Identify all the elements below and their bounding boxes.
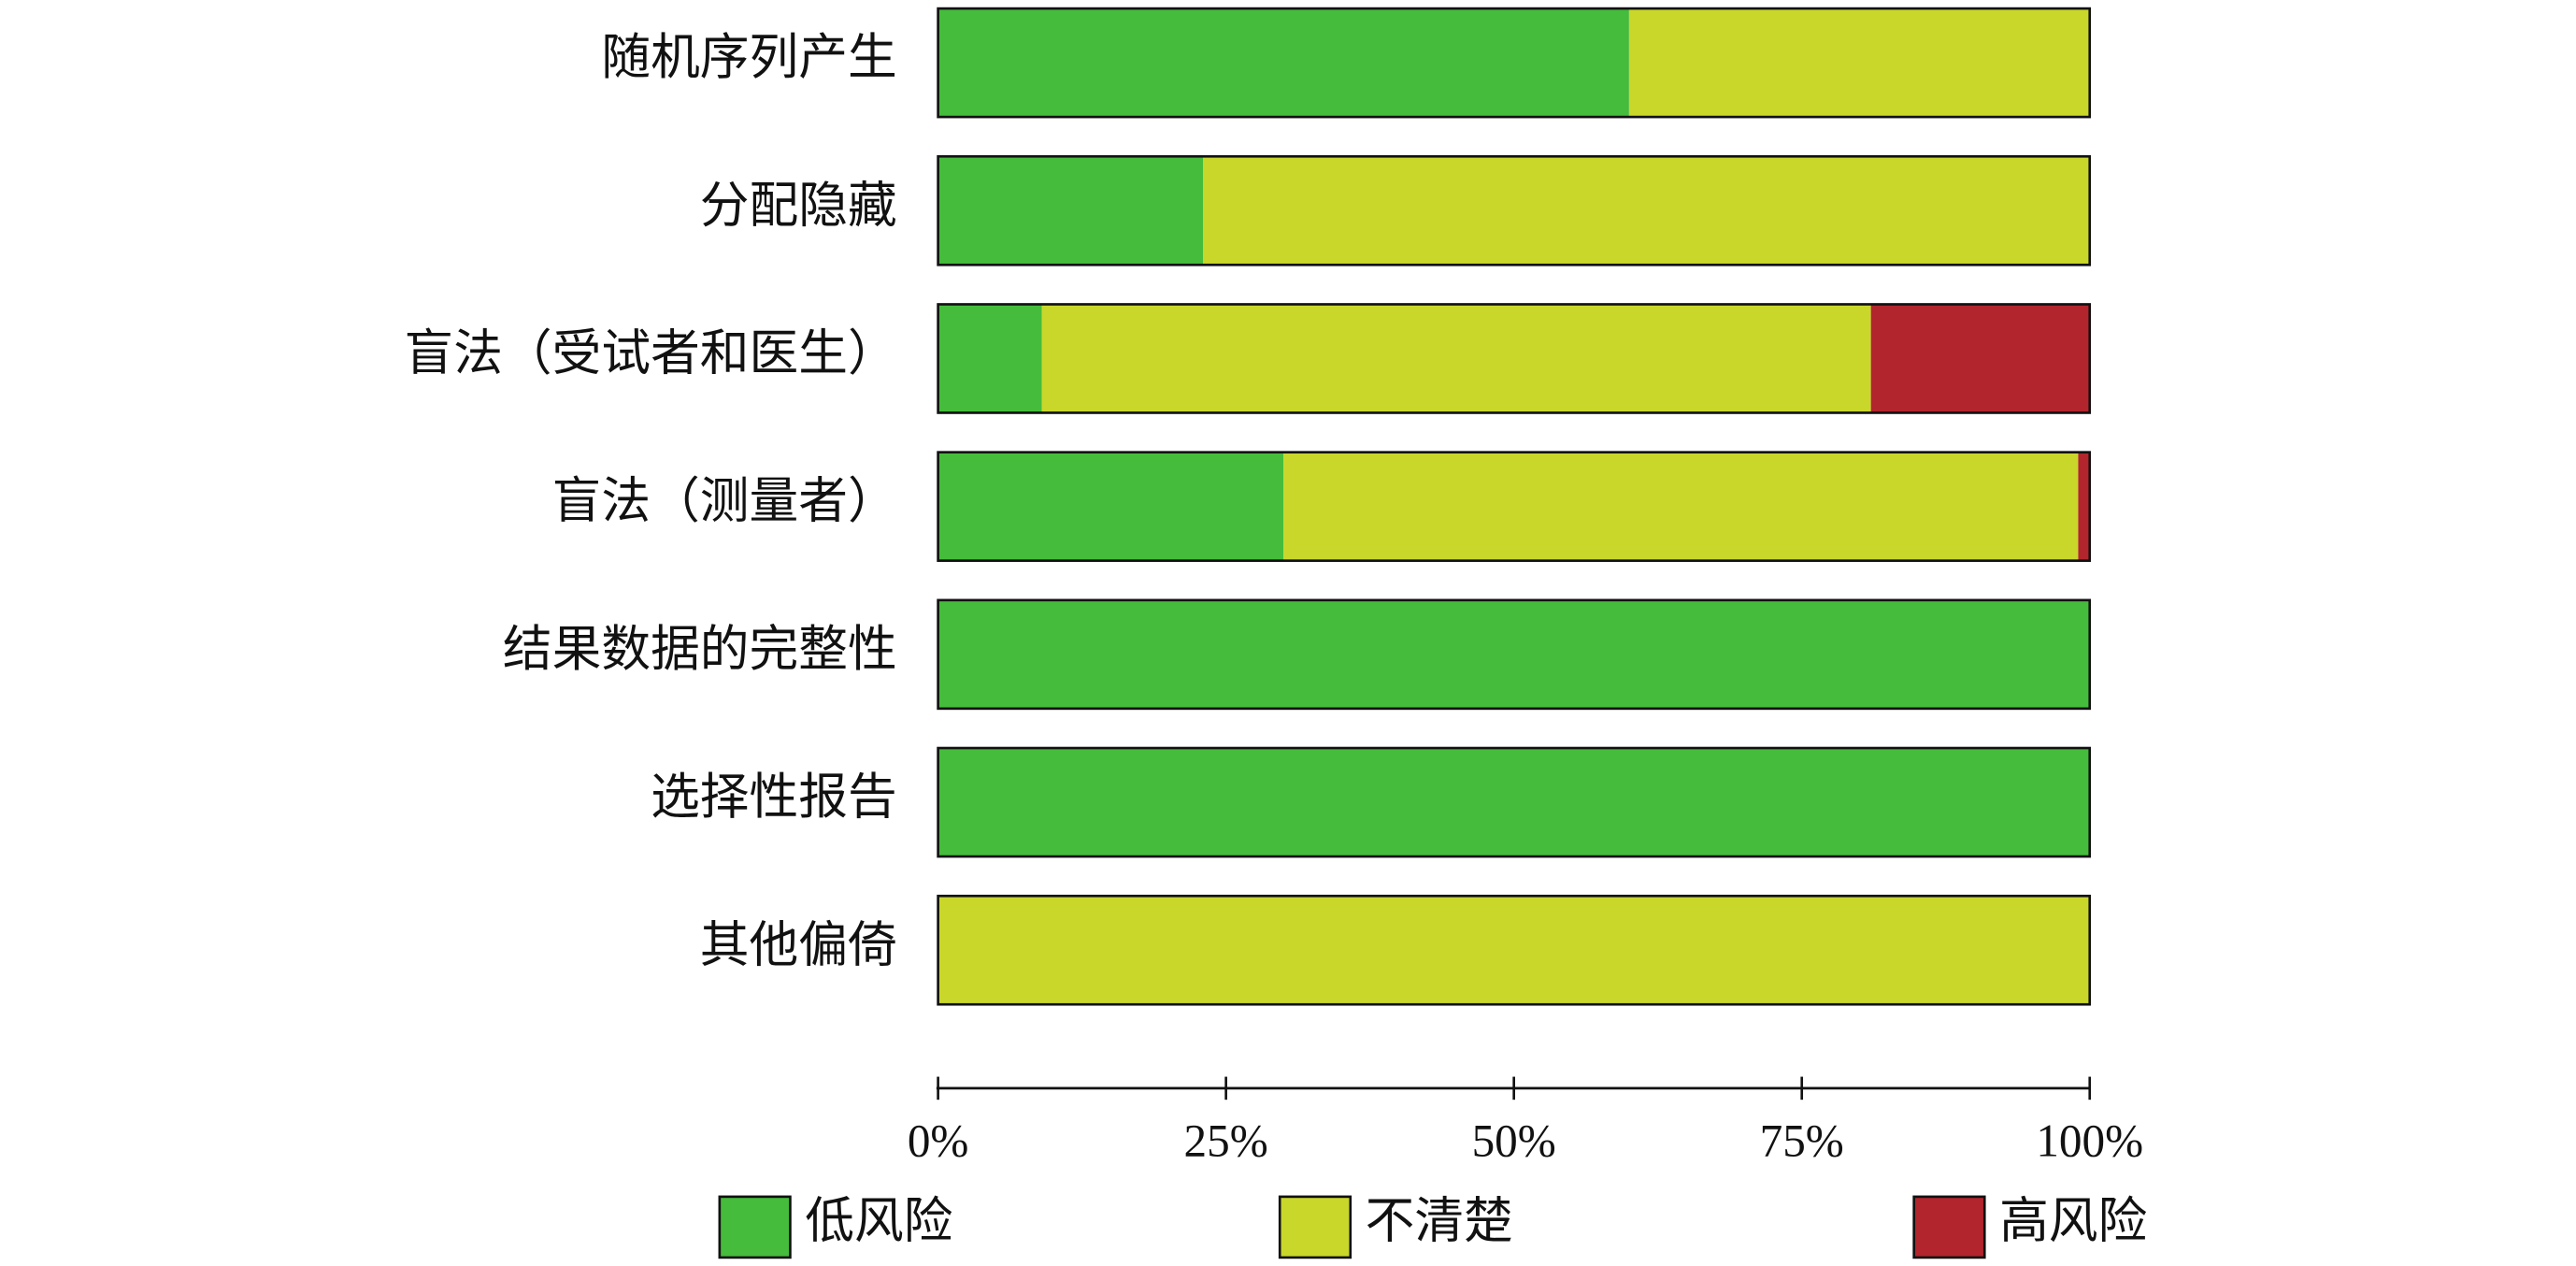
- x-tick-label: 25%: [1184, 1115, 1268, 1167]
- bar-segment: [1203, 156, 2090, 266]
- bar-segment: [1041, 304, 1871, 413]
- bar-outline: [937, 154, 2092, 266]
- bar-segment: [937, 452, 1284, 561]
- legend-label: 低风险: [805, 1195, 952, 1249]
- bar-segment: [1283, 452, 2079, 561]
- bar-segment: [1628, 8, 2090, 118]
- category-label: 结果数据的完整性: [503, 623, 897, 677]
- legend-label: 不清楚: [1366, 1195, 1513, 1249]
- bar-segment: [937, 8, 1629, 118]
- bar-outline: [937, 7, 2092, 119]
- legend-swatch: [718, 1195, 792, 1259]
- legend-swatch: [1278, 1195, 1352, 1259]
- bar-outline: [937, 598, 2092, 711]
- bar-outline: [937, 451, 2092, 562]
- bar-outline: [937, 303, 2092, 414]
- legend-swatch: [1912, 1195, 1986, 1259]
- x-tick-label: 50%: [1472, 1115, 1556, 1167]
- category-label: 盲法（受试者和医生）: [404, 327, 896, 381]
- category-label: 其他偏倚: [700, 918, 897, 972]
- category-label: 选择性报告: [651, 770, 897, 825]
- category-label: 随机序列产生: [601, 31, 896, 85]
- bar-segment: [937, 599, 2090, 709]
- bar-outline: [937, 746, 2092, 858]
- bar-segment: [937, 896, 2090, 1005]
- bar-segment: [937, 748, 2090, 857]
- x-tick-label: 75%: [1760, 1115, 1844, 1167]
- bar-outline: [937, 894, 2092, 1006]
- bar-segment: [937, 304, 1042, 413]
- category-label: 分配隐藏: [700, 179, 897, 233]
- category-label: 盲法（测量者）: [552, 475, 897, 529]
- bar-segment: [1870, 304, 2090, 413]
- legend-label: 高风险: [1999, 1195, 2147, 1249]
- bar-segment: [937, 156, 1204, 266]
- bar-segment: [2078, 452, 2090, 561]
- x-tick-label: 100%: [2036, 1115, 2143, 1167]
- x-tick-label: 0%: [908, 1115, 969, 1167]
